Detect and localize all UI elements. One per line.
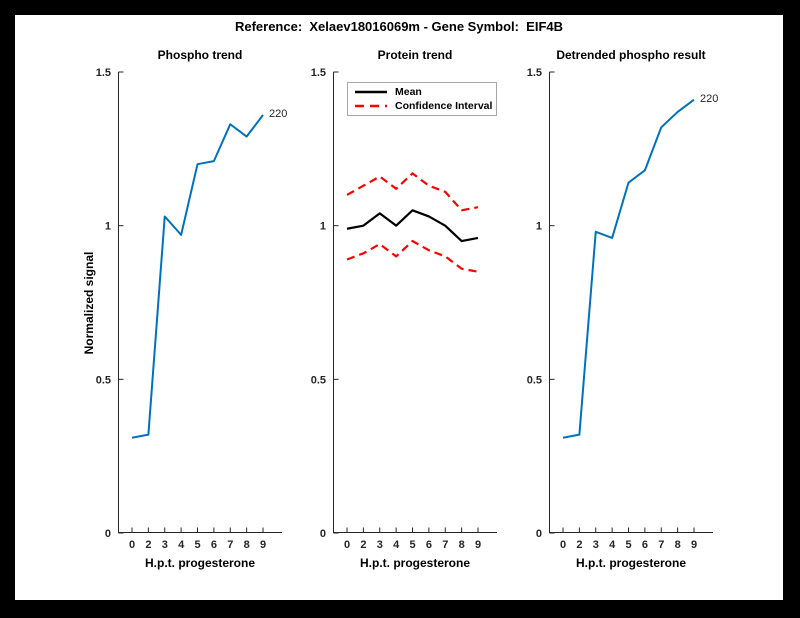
ci-dashed-line-sample-icon — [355, 104, 387, 108]
x-tick-label: 8 — [675, 539, 681, 551]
y-tick-label: 0 — [320, 528, 326, 540]
y-tick-label: 0 — [105, 528, 111, 540]
x-tick-label: 4 — [609, 539, 616, 551]
subplot-protein-trend: Protein trend 0 0.5 1 1.5 0 2 3 4 5 6 7 8 9 Mean Con… — [311, 48, 497, 570]
x-tick-label: 0 — [129, 539, 135, 551]
y-tick-label: 0.5 — [311, 374, 326, 386]
series-end-label: 220 — [269, 108, 288, 121]
x-tick-label: 5 — [409, 539, 415, 551]
series-end-label: 220 — [700, 92, 719, 105]
x-tick-label: 7 — [442, 539, 448, 551]
subplot-title: Phospho trend — [157, 48, 243, 62]
series-confidence-interval-upper — [346, 172, 479, 212]
legend-item-confidence-interval: Confidence Interval — [348, 99, 496, 112]
x-tick-label: 6 — [426, 539, 432, 551]
series-220 — [562, 98, 695, 439]
x-tick-label: 3 — [377, 539, 383, 551]
x-tick-label: 9 — [691, 539, 697, 551]
y-tick-label: 1.5 — [311, 67, 326, 79]
x-axis-label: H.p.t. progesterone — [575, 556, 686, 570]
subplot-phospho-trend: Phospho trend 0 0.5 1 1.5 0 2 3 4 5 6 7 8 9 220 H.p.… — [96, 48, 288, 570]
y-tick-label: 1 — [536, 221, 542, 233]
x-tick-label: 9 — [475, 539, 481, 551]
x-tick-label: 8 — [244, 539, 250, 551]
y-tick-label: 0 — [536, 528, 542, 540]
legend-item-mean: Mean — [348, 86, 496, 99]
y-tick-label: 1.5 — [527, 67, 542, 79]
x-tick-label: 3 — [593, 539, 599, 551]
subplot-title: Detrended phospho result — [556, 48, 706, 62]
detrended-phospho-chart: 00.511.50 2 3 4 5 6 7 8 9 — [527, 67, 713, 551]
series-mean — [346, 209, 479, 243]
mean-line-sample-icon — [355, 90, 387, 94]
x-tick-label: 8 — [459, 539, 465, 551]
x-tick-label: 0 — [344, 539, 350, 551]
x-tick-label: 3 — [162, 539, 168, 551]
x-tick-label: 9 — [260, 539, 266, 551]
legend-label: Mean — [395, 86, 422, 99]
y-tick-label: 1 — [320, 221, 326, 233]
phospho-trend-chart: 00.511.50 2 3 4 5 6 7 8 9 — [96, 67, 282, 551]
y-axis-label: Normalized signal — [82, 251, 96, 355]
y-tick-label: 1 — [105, 221, 111, 233]
x-tick-label: 6 — [211, 539, 217, 551]
y-tick-label: 0.5 — [96, 374, 111, 386]
x-tick-label: 6 — [642, 539, 648, 551]
x-tick-label: 4 — [178, 539, 185, 551]
figure-title: Reference: Xelaev18016069m - Gene Symbol… — [234, 19, 564, 34]
x-axis-label: H.p.t. progesterone — [144, 556, 255, 570]
x-tick-label: 4 — [393, 539, 400, 551]
y-tick-label: 0.5 — [527, 374, 542, 386]
x-tick-label: 7 — [227, 539, 233, 551]
x-tick-label: 5 — [194, 539, 200, 551]
x-tick-label: 2 — [576, 539, 582, 551]
legend: Mean Confidence Interval — [347, 82, 497, 116]
series-220 — [131, 114, 264, 439]
subplot-title: Protein trend — [377, 48, 453, 62]
protein-trend-chart: 00.511.50 2 3 4 5 6 7 8 9 — [311, 67, 497, 551]
series-confidence-interval-lower — [346, 239, 479, 273]
x-tick-label: 0 — [560, 539, 566, 551]
y-tick-label: 1.5 — [96, 67, 111, 79]
legend-label: Confidence Interval — [395, 99, 493, 112]
x-tick-label: 7 — [658, 539, 664, 551]
x-tick-label: 2 — [360, 539, 366, 551]
x-tick-label: 5 — [625, 539, 631, 551]
x-axis-label: H.p.t. progesterone — [359, 556, 470, 570]
x-tick-label: 2 — [145, 539, 151, 551]
subplot-detrended-phospho: Detrended phospho result 0 0.5 1 1.5 0 2 3 4 5 6 7… — [527, 48, 719, 570]
figure-background: Reference: Xelaev18016069m - Gene Symbol… — [15, 15, 783, 600]
